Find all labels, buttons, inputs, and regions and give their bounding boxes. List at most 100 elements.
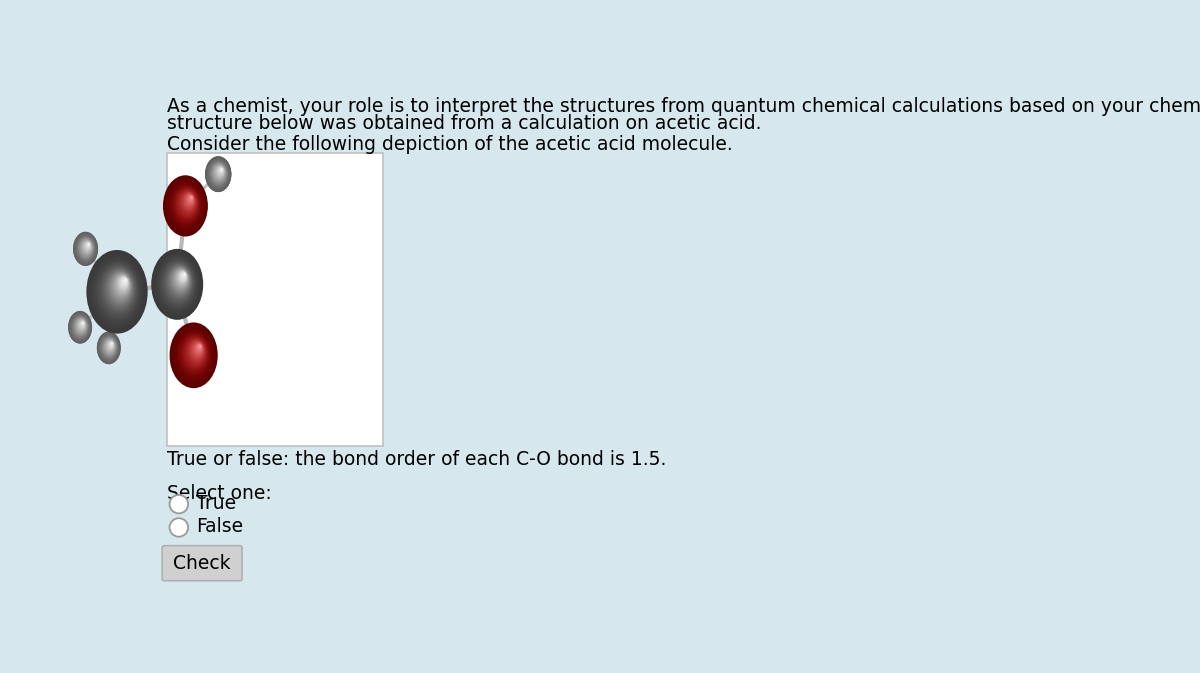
Circle shape — [68, 312, 92, 343]
Circle shape — [162, 260, 194, 305]
Circle shape — [211, 163, 227, 184]
Circle shape — [74, 234, 97, 264]
Circle shape — [79, 320, 85, 328]
Circle shape — [154, 252, 200, 316]
Circle shape — [210, 161, 228, 186]
Circle shape — [71, 315, 89, 339]
Circle shape — [77, 236, 95, 261]
Circle shape — [176, 330, 211, 378]
Circle shape — [86, 243, 90, 247]
Circle shape — [210, 162, 228, 186]
Circle shape — [108, 341, 114, 350]
Circle shape — [180, 191, 196, 213]
Circle shape — [92, 258, 142, 325]
Circle shape — [169, 322, 217, 388]
Circle shape — [77, 319, 86, 332]
Circle shape — [188, 195, 193, 201]
Circle shape — [163, 262, 193, 303]
Circle shape — [77, 236, 95, 261]
Circle shape — [211, 163, 227, 184]
Circle shape — [73, 232, 98, 266]
Circle shape — [210, 161, 228, 186]
Circle shape — [198, 345, 202, 349]
Circle shape — [179, 190, 197, 215]
Circle shape — [211, 163, 227, 184]
Circle shape — [205, 156, 232, 192]
Circle shape — [176, 330, 212, 380]
Circle shape — [90, 254, 145, 329]
Circle shape — [101, 336, 118, 359]
Circle shape — [206, 158, 230, 190]
Circle shape — [122, 278, 127, 284]
Circle shape — [215, 166, 224, 178]
Circle shape — [109, 342, 113, 347]
Circle shape — [191, 196, 193, 199]
Circle shape — [209, 160, 229, 188]
Circle shape — [74, 234, 96, 263]
Circle shape — [187, 339, 205, 364]
Circle shape — [80, 321, 85, 328]
Circle shape — [205, 156, 232, 192]
Circle shape — [71, 314, 90, 341]
FancyBboxPatch shape — [162, 546, 242, 581]
Circle shape — [154, 252, 202, 317]
Circle shape — [68, 312, 91, 343]
Circle shape — [169, 182, 203, 228]
Circle shape — [205, 157, 232, 192]
Circle shape — [186, 194, 194, 205]
Circle shape — [215, 165, 224, 180]
Circle shape — [185, 194, 194, 206]
Circle shape — [152, 250, 202, 318]
Circle shape — [70, 313, 90, 341]
Circle shape — [80, 321, 84, 326]
Circle shape — [175, 328, 214, 381]
Circle shape — [74, 233, 97, 264]
Circle shape — [72, 315, 89, 339]
Circle shape — [208, 160, 229, 188]
Circle shape — [70, 312, 91, 342]
Circle shape — [170, 184, 202, 227]
Circle shape — [97, 331, 121, 364]
Circle shape — [180, 272, 186, 281]
Circle shape — [97, 262, 139, 319]
Circle shape — [170, 267, 190, 293]
Circle shape — [74, 317, 88, 335]
Circle shape — [88, 251, 146, 332]
Circle shape — [74, 234, 97, 264]
Text: structure below was obtained from a calculation on acetic acid.: structure below was obtained from a calc… — [167, 114, 761, 133]
Circle shape — [217, 166, 224, 176]
Circle shape — [155, 254, 199, 314]
Circle shape — [217, 167, 223, 176]
Circle shape — [178, 331, 211, 378]
Circle shape — [95, 260, 140, 322]
Circle shape — [170, 184, 202, 225]
Circle shape — [102, 337, 116, 357]
Circle shape — [107, 270, 133, 306]
Circle shape — [206, 158, 230, 190]
Circle shape — [181, 334, 209, 372]
Circle shape — [211, 162, 227, 184]
Circle shape — [102, 337, 116, 357]
Circle shape — [121, 277, 127, 286]
Circle shape — [110, 342, 113, 345]
Circle shape — [97, 332, 120, 363]
Circle shape — [124, 279, 127, 283]
Circle shape — [155, 253, 200, 315]
Circle shape — [212, 164, 226, 182]
Circle shape — [166, 264, 192, 299]
Circle shape — [214, 164, 226, 180]
Circle shape — [74, 317, 88, 336]
Circle shape — [73, 317, 88, 336]
Circle shape — [190, 340, 205, 361]
Circle shape — [170, 324, 216, 386]
Circle shape — [84, 242, 91, 251]
Circle shape — [82, 240, 92, 254]
Circle shape — [169, 183, 202, 227]
Text: Check: Check — [173, 554, 230, 573]
Circle shape — [182, 273, 186, 277]
Circle shape — [180, 334, 209, 374]
Circle shape — [82, 240, 92, 255]
Circle shape — [82, 322, 84, 326]
Circle shape — [77, 319, 86, 332]
Circle shape — [186, 338, 206, 366]
